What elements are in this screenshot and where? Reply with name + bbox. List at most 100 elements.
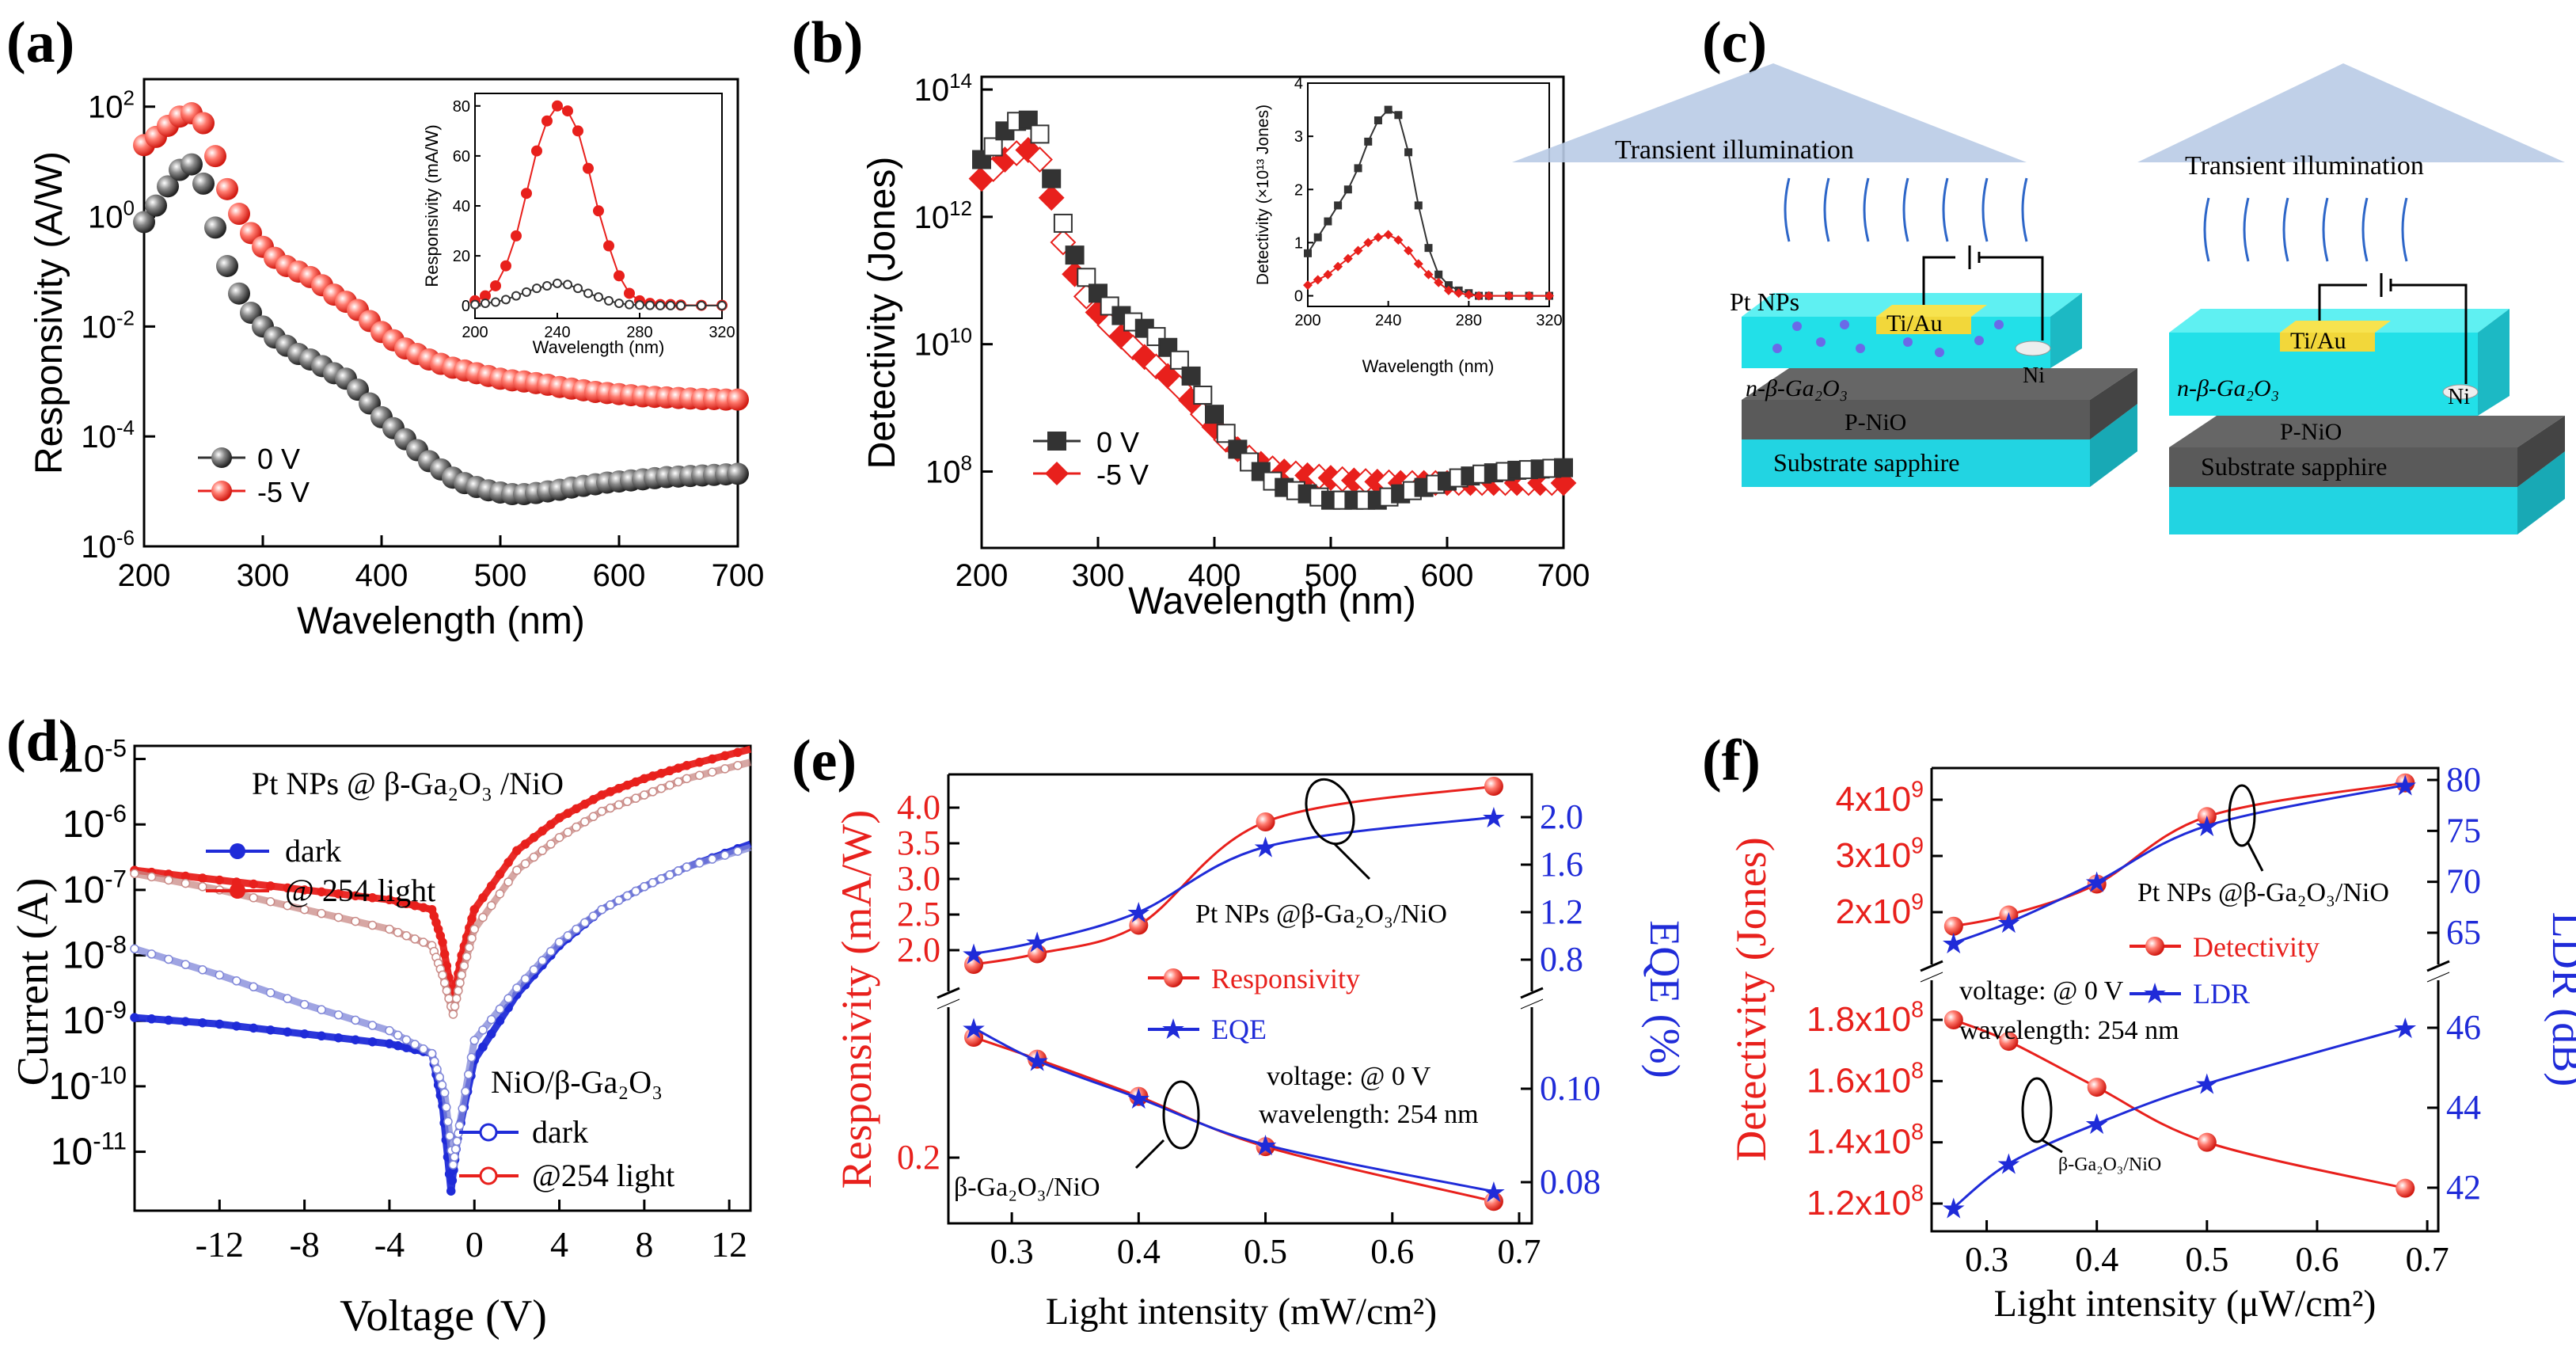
d-series-point: [720, 751, 730, 761]
d-series-point: [439, 949, 450, 959]
illumination-label-left: Transient illumination: [1615, 135, 1854, 165]
d-series-point: [631, 793, 640, 803]
d-series-point: [164, 875, 173, 885]
a-inset-point: [603, 240, 614, 252]
panel-label-f: (f): [1702, 728, 1761, 793]
d-series-point: [439, 1088, 450, 1097]
b-inset-point: [1354, 164, 1362, 173]
d-ytick-label: 10-6: [63, 800, 127, 846]
d-series-point: [478, 893, 488, 903]
d-series-point: [546, 946, 556, 957]
d-series-point: [410, 934, 420, 944]
chart-a-frame: [142, 78, 739, 548]
e-series-point: [964, 955, 984, 974]
f-axis-break: [1920, 960, 1943, 972]
a-inset-point: [553, 278, 562, 288]
legend-label-b-0v: 0 V: [1096, 426, 1139, 458]
d-series-point: [640, 790, 649, 800]
panel-label-c: (c): [1702, 10, 1767, 75]
d-series-point: [450, 1152, 459, 1162]
b-point-0v: [1042, 169, 1062, 188]
d-series-point: [720, 850, 730, 860]
e-series-point: ★: [1481, 1176, 1506, 1208]
d-series-point: [419, 903, 428, 912]
e-series-line: [973, 816, 1495, 955]
a-inset-point: [655, 300, 665, 310]
a-inset-point: [511, 230, 522, 242]
panel-label-a: (a): [6, 10, 74, 75]
a-inset-point: [563, 280, 572, 290]
a-inset-point: [522, 287, 531, 297]
d-series-point: [452, 1136, 462, 1147]
b-inset-ytick-label: 1: [1294, 234, 1303, 252]
chart-d: -12 -8 -4 0 4 8 12 10-5 10-6 10-7 10-8 10-9 10-10 10-…: [9, 734, 752, 1341]
d-series-point: [430, 1056, 439, 1067]
a-inset-point: [531, 145, 542, 157]
e-ytick-right-label: 0.8: [1540, 940, 1583, 979]
device-left: Transient illumination: [1512, 63, 2137, 487]
legend-marker-d-light2: [479, 1166, 498, 1185]
chart-e-annot-voltage: voltage: @ 0 V: [1267, 1062, 1431, 1091]
chart-f-annot-voltage: voltage: @ 0 V: [1959, 976, 2124, 1006]
f-series-point: [2396, 773, 2415, 793]
chart-b-inset: 200 240 280 320 0 1 2 3 4 Wavelength (nm) Detect…: [1254, 75, 1563, 376]
d-series-point: [448, 1010, 458, 1019]
e-ytick-right-label: 0.10: [1540, 1069, 1601, 1108]
f-series-point: ★: [2084, 1108, 2110, 1140]
a-inset-ytick-label: 40: [453, 198, 470, 215]
d-series-point: [317, 887, 326, 897]
d-series-point: [640, 774, 649, 784]
b-point-0v: [1030, 124, 1050, 144]
b-ytick-label: 108: [925, 451, 972, 490]
d-series-point: [597, 806, 606, 816]
b-inset-point: [1373, 232, 1383, 242]
e-series-point: [1028, 944, 1047, 964]
d-series-point: [444, 994, 454, 1003]
f-ytick-left-label: 1.8x108: [1807, 997, 1924, 1039]
chart-f-ylabel-left: Detectivity (Jones): [1727, 837, 1775, 1161]
d-series-point: [265, 881, 275, 891]
d-series-point: [503, 877, 513, 887]
a-inset-point: [583, 288, 593, 299]
d-series-point: [232, 1021, 241, 1031]
chart-f: 0.3 0.4 0.5 0.6 0.7 4x109 3x109 2x109 1.8x108 1.6…: [1727, 760, 2576, 1325]
d-series-point: [720, 764, 730, 774]
d-series-point: [463, 1070, 473, 1079]
f-series-point: ★: [1996, 1148, 2021, 1181]
a-xtick-label: 700: [712, 558, 765, 593]
chart-b-legend: 0 V -5 V: [1033, 426, 1149, 491]
f-series-point: [2396, 1178, 2415, 1198]
b-inset-ytick-label: 2: [1294, 181, 1303, 199]
d-series-point: [450, 1144, 461, 1154]
b-xtick-label: 400: [1188, 558, 1241, 593]
a-inset-xtick-label: 240: [544, 324, 570, 341]
d-series-point: [512, 865, 522, 875]
f-series-point: ★: [1941, 927, 1966, 960]
b-inset-point: [1414, 201, 1423, 210]
d-series-point: [351, 916, 360, 926]
legend-marker-0v: [211, 447, 232, 468]
b-point-0v: [1169, 350, 1189, 370]
d-series-point: [461, 1086, 470, 1097]
d-series-point: [554, 938, 564, 947]
a-point-5v: [204, 145, 226, 168]
b-inset-point: [1453, 288, 1464, 299]
d-series-point: [486, 900, 496, 911]
a-inset-point: [572, 125, 583, 137]
f-ytick-right-label: 42: [2446, 1168, 2481, 1207]
chart-d-legend: dark @ 254 light dark @254 light: [206, 833, 674, 1193]
b-inset-point: [1303, 280, 1313, 291]
d-series-point: [446, 1186, 456, 1196]
d-series-point: [572, 822, 581, 832]
d-series-point: [265, 1025, 275, 1035]
d-series-point: [454, 1120, 465, 1131]
a-xtick-label: 500: [474, 558, 527, 593]
e-ytick-left-label: 3.5: [897, 823, 940, 862]
b-inset-point: [1383, 230, 1393, 240]
d-series-point: [495, 1016, 505, 1025]
b-xtick-label: 500: [1305, 558, 1358, 593]
d-series-point: [563, 808, 573, 818]
b-inset-point: [1413, 259, 1423, 269]
d-series-point: [733, 747, 743, 758]
